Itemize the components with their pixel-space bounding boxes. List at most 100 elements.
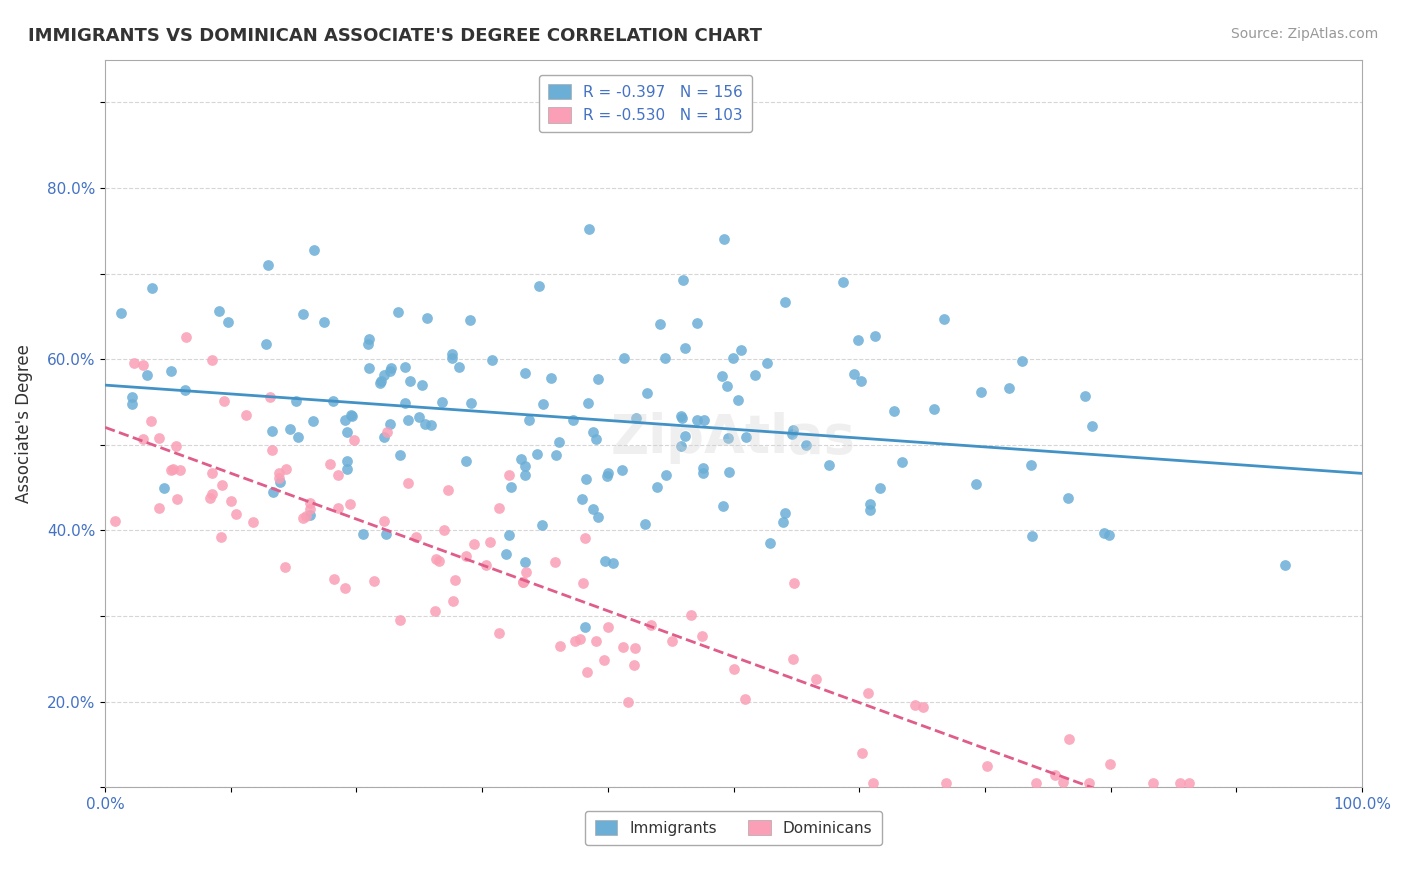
Point (416, 310, 439, 325)
Point (574, 531, 596, 545)
Point (323, 572, 346, 586)
Point (340, 409, 363, 423)
Point (287, 430, 309, 444)
Point (110, 306, 132, 320)
Y-axis label: Associate's Degree: Associate's Degree (15, 344, 32, 503)
Point (759, 536, 782, 550)
Point (515, 565, 537, 579)
Point (474, 558, 496, 572)
Point (818, 458, 841, 472)
Point (1021, 529, 1043, 543)
Point (373, 514, 395, 528)
Point (965, 476, 987, 491)
Point (375, 527, 398, 541)
Point (512, 574, 534, 589)
Point (585, 432, 607, 446)
Point (396, 476, 419, 491)
Point (596, 469, 619, 483)
Point (298, 495, 321, 509)
Point (612, 640, 634, 654)
Point (481, 353, 503, 368)
Point (299, 502, 322, 516)
Text: IMMIGRANTS VS DOMINICAN ASSOCIATE'S DEGREE CORRELATION CHART: IMMIGRANTS VS DOMINICAN ASSOCIATE'S DEGR… (28, 27, 762, 45)
Point (546, 448, 568, 462)
Point (378, 364, 401, 378)
Point (260, 443, 283, 458)
Point (336, 454, 359, 468)
Point (488, 625, 510, 640)
Point (1011, 354, 1033, 368)
Point (904, 698, 927, 713)
Point (389, 449, 412, 463)
Point (165, 439, 187, 453)
Point (610, 463, 633, 477)
Point (294, 509, 316, 524)
Point (970, 384, 993, 399)
Point (1056, 491, 1078, 505)
Point (832, 275, 855, 289)
Point (775, 295, 797, 310)
Point (515, 367, 537, 381)
Point (1178, 776, 1201, 790)
Point (582, 501, 605, 516)
Point (976, 758, 998, 772)
Point (276, 462, 298, 476)
Point (440, 351, 463, 365)
Point (1074, 389, 1097, 403)
Point (326, 501, 349, 516)
Point (432, 395, 454, 409)
Point (711, 369, 734, 384)
Point (201, 352, 224, 367)
Point (513, 458, 536, 473)
Point (692, 466, 714, 480)
Point (755, 356, 778, 370)
Point (796, 438, 818, 452)
Point (498, 468, 520, 483)
Point (394, 359, 416, 374)
Point (540, 371, 562, 385)
Point (298, 508, 321, 522)
Point (160, 364, 183, 378)
Point (721, 351, 744, 366)
Point (692, 461, 714, 475)
Point (548, 434, 571, 449)
Point (441, 593, 464, 607)
Point (396, 413, 419, 427)
Point (103, 514, 125, 528)
Point (352, 526, 374, 541)
Point (411, 378, 433, 392)
Point (198, 491, 221, 506)
Point (211, 477, 233, 491)
Point (578, 222, 600, 236)
Point (254, 337, 277, 351)
Point (269, 467, 291, 481)
Point (859, 503, 882, 517)
Point (389, 613, 412, 627)
Point (1274, 558, 1296, 572)
Point (425, 552, 447, 566)
Point (645, 480, 668, 494)
Point (370, 375, 392, 389)
Point (734, 430, 756, 444)
Point (423, 604, 446, 618)
Point (139, 414, 162, 428)
Point (368, 376, 391, 391)
Point (673, 342, 696, 356)
Point (162, 462, 184, 476)
Point (333, 581, 356, 595)
Point (373, 430, 395, 444)
Point (1078, 776, 1101, 790)
Point (672, 273, 695, 287)
Point (498, 528, 520, 542)
Point (333, 413, 356, 427)
Point (575, 665, 598, 679)
Point (669, 409, 692, 423)
Point (373, 368, 395, 382)
Point (575, 472, 598, 486)
Point (686, 413, 709, 427)
Point (654, 351, 676, 365)
Point (166, 491, 188, 506)
Point (734, 691, 756, 706)
Point (648, 317, 671, 331)
Point (782, 423, 804, 437)
